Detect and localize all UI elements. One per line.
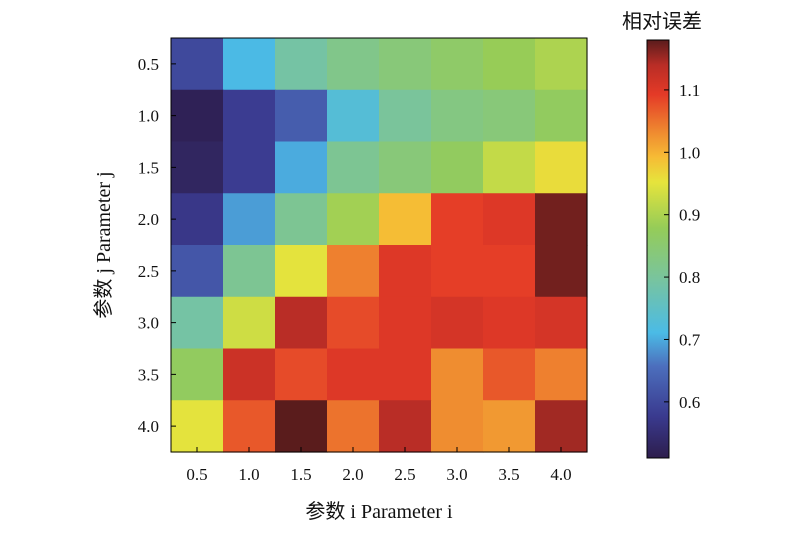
heatmap-cell-r1-c5 xyxy=(379,38,432,91)
heatmap-cell-r1-c3 xyxy=(275,38,328,91)
heatmap-cell-r8-c8 xyxy=(535,400,588,453)
heatmap-cell-r3-c8 xyxy=(535,141,588,194)
colorbar-tick-label: 0.9 xyxy=(679,206,700,225)
heatmap-cell-r2-c2 xyxy=(223,89,276,143)
heatmap-cell-r7-c5 xyxy=(379,348,432,401)
heatmap-cell-r3-c3 xyxy=(275,141,328,194)
heatmap-cell-r3-c4 xyxy=(327,141,380,194)
heatmap-cell-r5-c3 xyxy=(275,245,328,298)
x-tick-label: 2.5 xyxy=(394,465,415,484)
heatmap-cell-r8-c5 xyxy=(379,400,432,453)
y-axis: 0.5 1.0 1.5 2.0 2.5 3.0 3.5 4.0 xyxy=(138,55,176,436)
heatmap-cell-r6-c6 xyxy=(431,296,484,350)
heatmap-cell-r1-c6 xyxy=(431,38,484,91)
y-tick-label: 2.0 xyxy=(138,210,159,229)
heatmap-cell-r5-c7 xyxy=(483,245,536,298)
heatmap-cell-r6-c4 xyxy=(327,296,380,350)
heatmap-cell-r6-c2 xyxy=(223,296,276,350)
x-axis-title: 参数 i Parameter i xyxy=(305,500,453,523)
colorbar-tick-label: 0.6 xyxy=(679,393,700,412)
heatmap-cell-r5-c5 xyxy=(379,245,432,298)
heatmap-cell-r2-c3 xyxy=(275,89,328,143)
heatmap-cell-r4-c2 xyxy=(223,193,276,246)
heatmap-cell-r3-c7 xyxy=(483,141,536,194)
heatmap-cell-r2-c1 xyxy=(171,89,224,143)
heatmap-cell-r4-c1 xyxy=(171,193,224,246)
heatmap-cell-r1-c4 xyxy=(327,38,380,91)
heatmap-cell-r3-c6 xyxy=(431,141,484,194)
colorbar-tick-label: 1.1 xyxy=(679,81,700,100)
heatmap-cell-r8-c1 xyxy=(171,400,224,453)
heatmap-cell-r1-c1 xyxy=(171,38,224,91)
x-tick-label: 0.5 xyxy=(186,465,207,484)
heatmap-cell-r2-c4 xyxy=(327,89,380,143)
colorbar xyxy=(646,39,670,459)
heatmap-cell-r3-c2 xyxy=(223,141,276,194)
x-axis: 0.5 1.0 1.5 2.0 2.5 3.0 3.5 4.0 xyxy=(186,447,572,484)
heatmap-cell-r5-c8 xyxy=(535,245,588,298)
colorbar-tick-label: 0.7 xyxy=(679,330,701,349)
heatmap-cell-r8-c7 xyxy=(483,400,536,453)
heatmap-cell-r7-c6 xyxy=(431,348,484,401)
heatmap-cell-r7-c7 xyxy=(483,348,536,401)
y-axis-title: 参数 j Parameter j xyxy=(92,171,115,318)
heatmap-cell-r7-c1 xyxy=(171,348,224,401)
heatmap-cell-r8-c2 xyxy=(223,400,276,453)
heatmap-cell-r2-c8 xyxy=(535,89,588,143)
heatmap-cell-r5-c4 xyxy=(327,245,380,298)
heatmap-cell-r7-c3 xyxy=(275,348,328,401)
heatmap-cell-r5-c6 xyxy=(431,245,484,298)
heatmap-cell-r1-c2 xyxy=(223,38,276,91)
heatmap-cell-r2-c7 xyxy=(483,89,536,143)
x-tick-label: 1.5 xyxy=(290,465,311,484)
colorbar-tick-label: 1.0 xyxy=(679,143,700,162)
heatmap-cell-r8-c3 xyxy=(275,400,328,453)
heatmap-cell-r1-c8 xyxy=(535,38,588,91)
colorbar-axis: 0.6 0.7 0.8 0.9 1.0 1.1 xyxy=(664,81,701,412)
y-tick-label: 0.5 xyxy=(138,55,159,74)
y-tick-label: 4.0 xyxy=(138,417,159,436)
heatmap-cell-r4-c8 xyxy=(535,193,588,246)
heatmap-cell-r6-c7 xyxy=(483,296,536,350)
heatmap-cell-r4-c5 xyxy=(379,193,432,246)
colorbar-title: 相对误差 xyxy=(622,9,702,33)
heatmap-cell-r4-c6 xyxy=(431,193,484,246)
heatmap-cell-r5-c1 xyxy=(171,245,224,298)
heatmap-frame xyxy=(170,37,588,453)
colorbar-tick-label: 0.8 xyxy=(679,268,700,287)
heatmap-cell-r1-c7 xyxy=(483,38,536,91)
heatmap-cell-r4-c3 xyxy=(275,193,328,246)
y-tick-label: 3.0 xyxy=(138,314,159,333)
heatmap-cell-r4-c7 xyxy=(483,193,536,246)
heatmap-cell-r2-c5 xyxy=(379,89,432,143)
heatmap-cell-r2-c6 xyxy=(431,89,484,143)
heatmap-cell-r7-c2 xyxy=(223,348,276,401)
x-tick-label: 3.0 xyxy=(446,465,467,484)
x-tick-label: 1.0 xyxy=(238,465,259,484)
heatmap-cell-r3-c1 xyxy=(171,141,224,194)
heatmap-cell-r6-c5 xyxy=(379,296,432,350)
heatmap-cell-r3-c5 xyxy=(379,141,432,194)
heatmap-cell-r7-c8 xyxy=(535,348,588,401)
x-tick-label: 4.0 xyxy=(550,465,571,484)
heatmap-cell-r7-c4 xyxy=(327,348,380,401)
heatmap-grid xyxy=(171,38,588,453)
y-tick-label: 3.5 xyxy=(138,365,159,384)
heatmap-cell-r5-c2 xyxy=(223,245,276,298)
y-tick-label: 2.5 xyxy=(138,262,159,281)
heatmap-cell-r6-c8 xyxy=(535,296,588,350)
heatmap-cell-r8-c4 xyxy=(327,400,380,453)
y-tick-label: 1.0 xyxy=(138,107,159,126)
y-tick-label: 1.5 xyxy=(138,158,159,177)
heatmap-cell-r4-c4 xyxy=(327,193,380,246)
x-tick-label: 2.0 xyxy=(342,465,363,484)
x-tick-label: 3.5 xyxy=(498,465,519,484)
heatmap-cell-r6-c1 xyxy=(171,296,224,350)
heatmap-cell-r6-c3 xyxy=(275,296,328,350)
heatmap-cell-r8-c6 xyxy=(431,400,484,453)
